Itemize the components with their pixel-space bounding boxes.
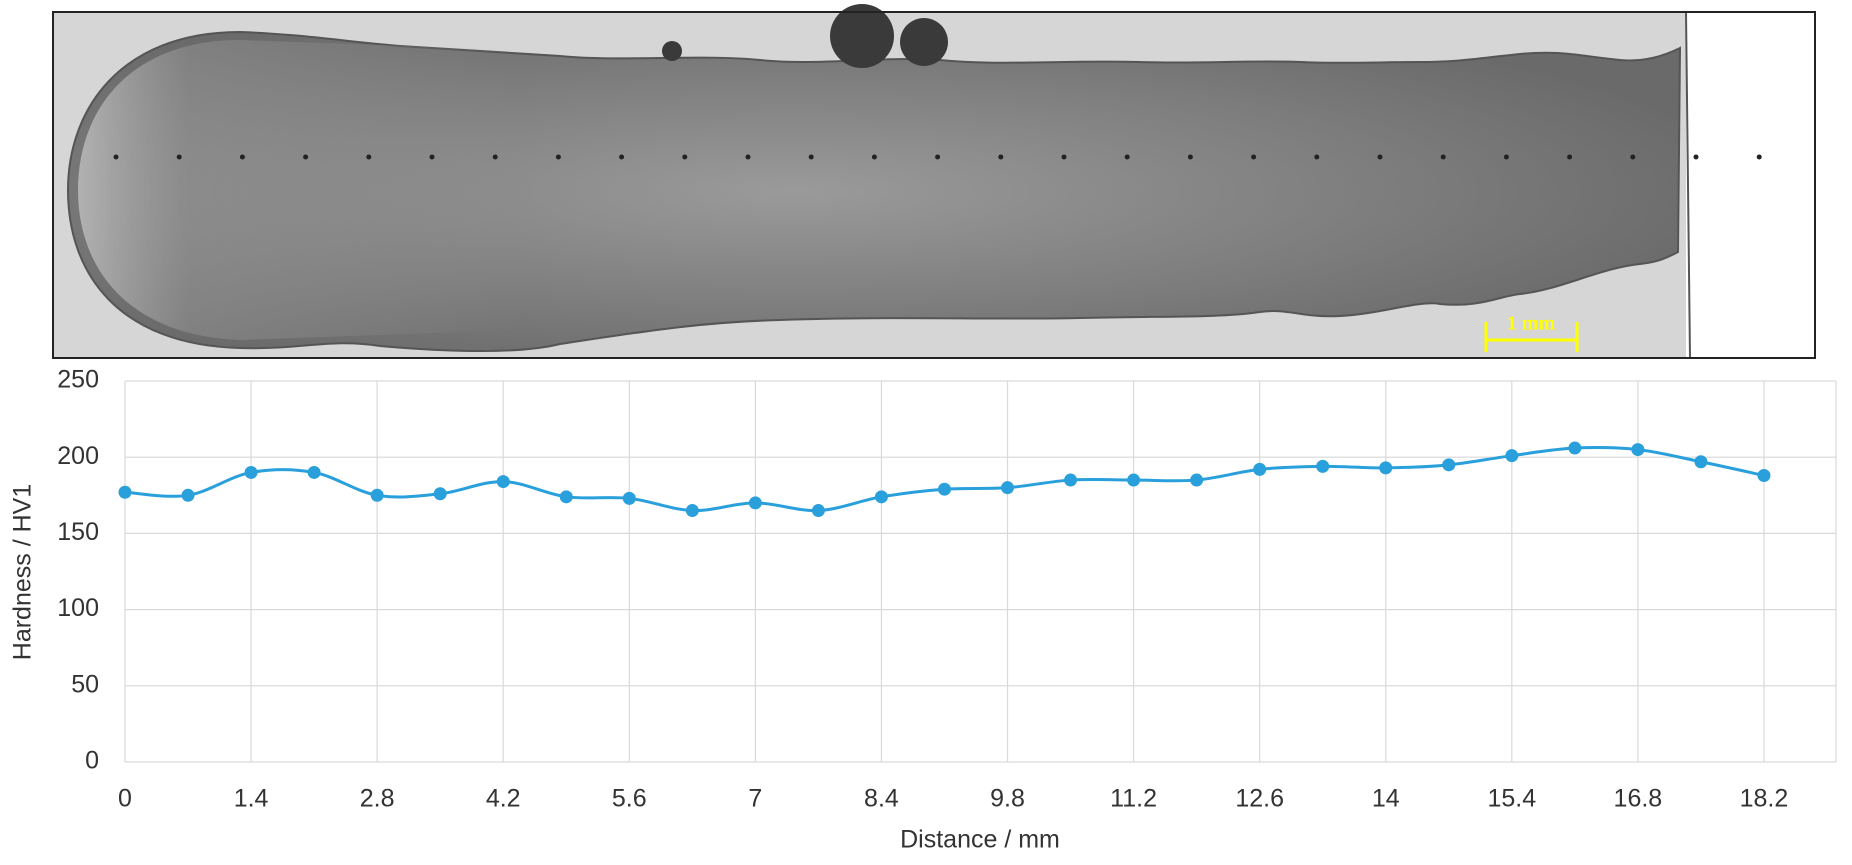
data-point bbox=[1064, 473, 1078, 487]
x-tick-label: 2.8 bbox=[360, 785, 395, 813]
indent bbox=[1314, 154, 1320, 160]
x-tick-label: 12.6 bbox=[1235, 785, 1284, 813]
data-point bbox=[874, 490, 888, 504]
blank-region bbox=[1686, 12, 1815, 358]
y-tick-label: 100 bbox=[57, 594, 99, 622]
data-point bbox=[370, 488, 384, 502]
data-point bbox=[1253, 462, 1267, 476]
indent bbox=[1567, 154, 1573, 160]
indent bbox=[1061, 154, 1067, 160]
x-tick-label: 8.4 bbox=[864, 785, 899, 813]
x-tick-label: 18.2 bbox=[1740, 785, 1789, 813]
data-point bbox=[937, 482, 951, 496]
x-axis-title: Distance / mm bbox=[900, 826, 1060, 854]
y-tick-label: 150 bbox=[57, 518, 99, 546]
data-point bbox=[1379, 461, 1393, 475]
x-tick-label: 4.2 bbox=[486, 785, 521, 813]
data-point bbox=[1001, 481, 1015, 495]
x-tick-label: 9.8 bbox=[990, 785, 1025, 813]
indent bbox=[1124, 154, 1130, 160]
data-point bbox=[1190, 473, 1204, 487]
data-point bbox=[748, 496, 762, 510]
data-point bbox=[1757, 468, 1771, 482]
micrograph: 1 mm bbox=[52, 4, 1816, 359]
data-point bbox=[1442, 458, 1456, 472]
data-point bbox=[1316, 459, 1330, 473]
data-point bbox=[496, 475, 510, 489]
y-tick-label: 200 bbox=[57, 442, 99, 470]
indent bbox=[998, 154, 1004, 160]
indent bbox=[871, 154, 877, 160]
indent bbox=[1503, 154, 1509, 160]
indent bbox=[113, 154, 119, 160]
x-tick-label: 5.6 bbox=[612, 785, 647, 813]
indent bbox=[492, 154, 498, 160]
x-tick-label: 1.4 bbox=[234, 785, 269, 813]
indent bbox=[808, 154, 814, 160]
x-tick-label: 15.4 bbox=[1487, 785, 1536, 813]
indent bbox=[239, 154, 245, 160]
data-point bbox=[811, 504, 825, 518]
y-tick-label: 50 bbox=[71, 670, 99, 698]
indent bbox=[1251, 154, 1257, 160]
data-point bbox=[1568, 441, 1582, 455]
indent bbox=[1377, 154, 1383, 160]
data-point bbox=[685, 504, 699, 518]
indent bbox=[1693, 154, 1699, 160]
y-tick-label: 250 bbox=[57, 366, 99, 394]
data-point bbox=[1631, 443, 1645, 457]
data-point bbox=[181, 488, 195, 502]
x-tick-label: 7 bbox=[748, 785, 762, 813]
data-point bbox=[1694, 455, 1708, 469]
data-point bbox=[244, 465, 258, 479]
data-point bbox=[1505, 449, 1519, 463]
y-axis-title: Hardness / HV1 bbox=[9, 484, 37, 660]
indent bbox=[682, 154, 688, 160]
indent bbox=[745, 154, 751, 160]
indent bbox=[429, 154, 435, 160]
indent bbox=[1756, 154, 1762, 160]
x-tick-label: 11.2 bbox=[1110, 785, 1157, 813]
indent bbox=[1630, 154, 1636, 160]
droplet bbox=[900, 18, 948, 66]
x-tick-label: 0 bbox=[118, 785, 132, 813]
droplet bbox=[662, 41, 682, 61]
micrograph-frame bbox=[52, 11, 1816, 359]
indent bbox=[176, 154, 182, 160]
series-line bbox=[124, 445, 1765, 513]
data-point bbox=[559, 490, 573, 504]
edge bbox=[1685, 11, 1691, 359]
indent bbox=[1440, 154, 1446, 160]
indent bbox=[555, 154, 561, 160]
indent bbox=[303, 154, 309, 160]
data-point bbox=[307, 465, 321, 479]
indent bbox=[1187, 154, 1193, 160]
x-tick-label: 14 bbox=[1372, 785, 1400, 813]
indent bbox=[619, 154, 625, 160]
data-point bbox=[433, 487, 447, 501]
data-point bbox=[118, 485, 132, 499]
scale-label: 1 mm bbox=[1507, 313, 1556, 335]
data-point bbox=[622, 491, 636, 505]
indent bbox=[366, 154, 372, 160]
data-point bbox=[1127, 473, 1141, 487]
indents bbox=[113, 154, 1762, 160]
x-tick-label: 16.8 bbox=[1614, 785, 1663, 813]
droplet bbox=[830, 4, 894, 68]
y-tick-label: 0 bbox=[85, 747, 99, 775]
indent bbox=[935, 154, 941, 160]
specimen-shade bbox=[78, 40, 520, 340]
